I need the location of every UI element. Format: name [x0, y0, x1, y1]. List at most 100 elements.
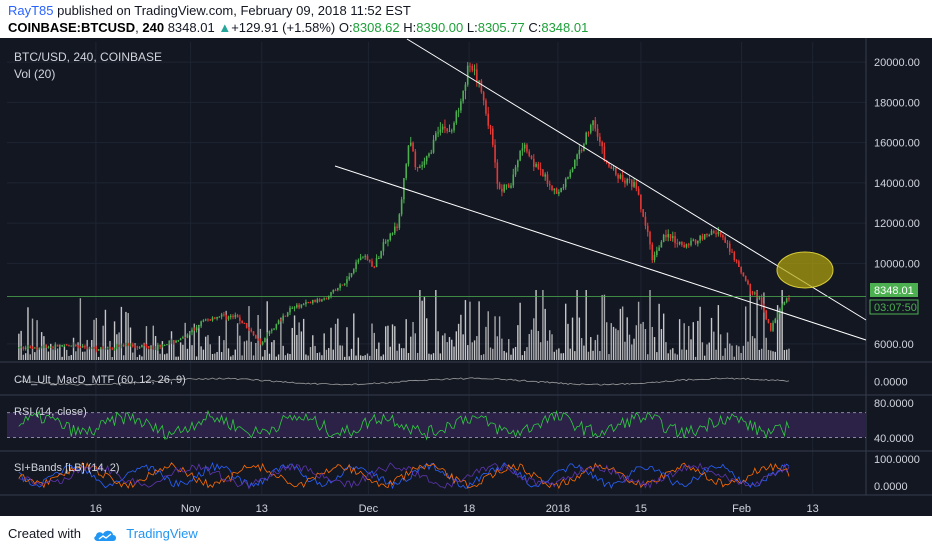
candle-body: [391, 233, 394, 235]
volume-bar: [186, 348, 189, 360]
volume-bar: [539, 342, 542, 360]
candle-body: [701, 235, 704, 240]
candle-body: [630, 180, 633, 187]
volume-bar: [282, 345, 284, 360]
candle-body: [193, 329, 196, 331]
candle-body: [414, 151, 417, 168]
time-tick-label: Nov: [181, 503, 201, 515]
volume-bar: [583, 345, 585, 360]
volume-bar: [562, 353, 565, 360]
candle-body: [439, 129, 442, 133]
candle-body: [184, 337, 186, 339]
candle-body: [211, 317, 214, 321]
candle-body: [248, 327, 250, 330]
candle-body: [423, 161, 426, 166]
volume-bar: [143, 342, 145, 360]
volume-bar: [394, 326, 396, 360]
volume-bar: [760, 348, 763, 360]
volume-bar: [84, 351, 86, 360]
author-link[interactable]: RayT85: [8, 3, 54, 18]
volume-bar: [715, 349, 717, 360]
time-tick-label: Dec: [359, 503, 379, 515]
volume-bar: [168, 340, 170, 360]
candle-body: [177, 340, 180, 342]
volume-bar: [676, 354, 679, 360]
candle-body: [298, 304, 300, 308]
candle-body: [170, 340, 173, 342]
candle-body: [694, 239, 697, 244]
volume-bar: [250, 341, 252, 360]
high-label: H:: [403, 20, 417, 35]
symbol-label[interactable]: COINBASE:BTCUSD: [8, 20, 136, 35]
candle-body: [478, 80, 480, 83]
volume-bar: [432, 353, 435, 360]
candle-body: [485, 100, 487, 114]
change-text: +129.91 (+1.58%): [231, 20, 336, 35]
volume-bar: [355, 355, 357, 360]
candle-body: [708, 234, 711, 236]
volume-bar: [332, 349, 334, 360]
chart-header: RayT85 published on TradingView.com, Feb…: [8, 2, 928, 38]
volume-bar: [767, 349, 770, 360]
candle-body: [733, 252, 736, 260]
volume-bar: [719, 334, 722, 360]
candle-body: [366, 255, 369, 260]
chart-canvas[interactable]: 20000.00 18000.00 16000.00 14000.00 12000.00…: [0, 38, 932, 516]
candle-body: [460, 101, 462, 111]
candle-body: [84, 345, 86, 348]
candle-body: [569, 171, 572, 178]
volume-bar: [740, 353, 742, 360]
candle-body: [125, 343, 127, 346]
volume-bar: [580, 338, 583, 360]
volume-bar: [701, 342, 704, 360]
volume-bar: [765, 337, 767, 360]
candle-body: [744, 276, 747, 281]
footer: Created with TradingView: [8, 524, 198, 544]
candle-body: [214, 317, 216, 319]
candle-body: [537, 164, 540, 169]
candle-body: [678, 241, 681, 244]
volume-bar: [437, 331, 439, 360]
volume-bar: [236, 323, 239, 360]
candle-body: [747, 280, 749, 284]
candle-body: [268, 330, 271, 334]
volume-bar: [266, 301, 268, 360]
candle-body: [131, 344, 134, 347]
volume-bar: [61, 356, 63, 360]
tradingview-link[interactable]: TradingView: [126, 526, 198, 541]
volume-bar: [603, 294, 606, 360]
candle-body: [330, 292, 332, 296]
volume-bar: [398, 343, 401, 360]
volume-bar: [182, 344, 184, 360]
volume-bar: [535, 290, 537, 360]
candle-body: [580, 149, 583, 151]
candle-body: [220, 314, 223, 317]
candle-body: [168, 341, 171, 345]
volume-bar: [353, 313, 355, 360]
candle-body: [548, 183, 551, 186]
candle-body: [432, 139, 435, 153]
volume-bar: [234, 349, 237, 360]
candle-body: [29, 346, 32, 348]
candle-body: [387, 239, 389, 242]
volume-label: Vol (20): [14, 67, 55, 81]
candle-body: [225, 315, 227, 320]
candle-body: [501, 188, 503, 192]
volume-bar: [88, 347, 91, 360]
candle-body: [603, 146, 606, 161]
candle-body: [389, 233, 392, 240]
candle-body: [400, 199, 403, 215]
volume-bar: [293, 315, 296, 360]
volume-bar: [193, 323, 195, 360]
candle-body: [656, 250, 658, 256]
candle-body: [22, 347, 25, 349]
candle-body: [79, 346, 82, 348]
low-label: L:: [466, 20, 478, 35]
volume-bar: [275, 356, 278, 360]
volume-bar: [261, 356, 264, 360]
volume-bar: [63, 346, 66, 360]
volume-bar: [375, 348, 378, 360]
candle-body: [325, 298, 328, 300]
candle-body: [453, 122, 455, 131]
volume-bar: [312, 335, 314, 360]
